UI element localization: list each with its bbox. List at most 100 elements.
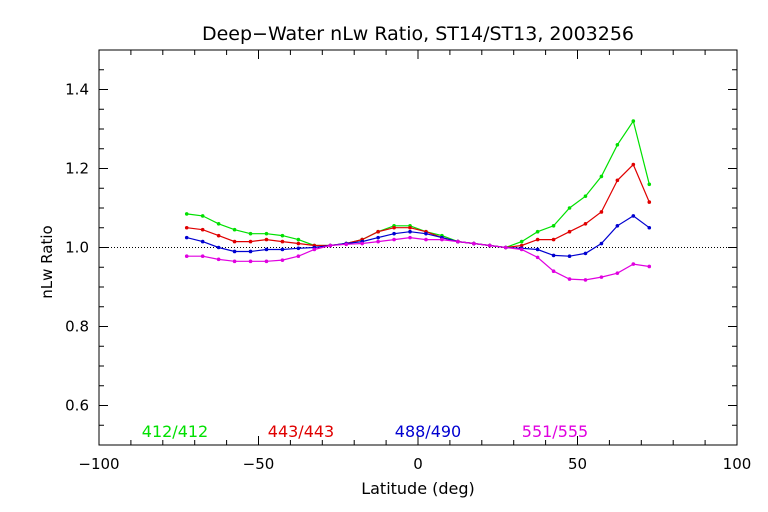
data-point bbox=[232, 239, 237, 244]
data-point bbox=[184, 225, 189, 230]
y-tick-label: 0.8 bbox=[65, 318, 89, 336]
data-point bbox=[296, 241, 301, 246]
series-line bbox=[186, 119, 650, 249]
data-point bbox=[216, 233, 221, 238]
data-point bbox=[232, 249, 237, 254]
data-point bbox=[280, 233, 285, 238]
data-point bbox=[599, 210, 604, 214]
data-point bbox=[408, 229, 412, 234]
data-point bbox=[631, 214, 636, 218]
data-point bbox=[456, 239, 460, 244]
data-point bbox=[535, 229, 540, 234]
data-point bbox=[184, 235, 189, 240]
data-point bbox=[376, 239, 380, 244]
data-point bbox=[264, 231, 269, 236]
series-line bbox=[186, 215, 650, 257]
data-point bbox=[519, 247, 524, 252]
y-tick-label: 1.4 bbox=[65, 81, 89, 99]
data-point bbox=[248, 249, 253, 254]
data-point bbox=[408, 235, 412, 240]
legend-entry: 551/555 bbox=[522, 422, 588, 441]
data-point bbox=[376, 235, 380, 240]
legend-entry: 488/490 bbox=[395, 422, 461, 441]
data-point bbox=[647, 182, 652, 187]
data-point bbox=[615, 271, 620, 275]
data-point bbox=[264, 247, 269, 252]
data-point bbox=[551, 269, 556, 274]
x-tick-label: 50 bbox=[568, 455, 587, 473]
x-tick-label: −50 bbox=[243, 455, 275, 473]
data-point bbox=[583, 278, 588, 282]
data-point bbox=[200, 239, 205, 244]
chart-title: Deep−Water nLw Ratio, ST14/ST13, 2003256 bbox=[202, 23, 634, 45]
legend-entry: 412/412 bbox=[142, 422, 208, 441]
data-point bbox=[296, 246, 301, 251]
data-point bbox=[392, 225, 396, 230]
data-point bbox=[392, 237, 396, 242]
x-tick-label: −100 bbox=[78, 455, 119, 473]
data-point bbox=[599, 275, 604, 279]
data-point bbox=[248, 231, 253, 236]
series-488-490 bbox=[184, 214, 652, 258]
x-axis-label: Latitude (deg) bbox=[361, 479, 475, 498]
y-tick-label: 1.0 bbox=[65, 239, 89, 257]
data-point bbox=[264, 259, 269, 264]
data-point bbox=[647, 225, 652, 230]
data-point bbox=[216, 257, 221, 262]
series-443-443 bbox=[184, 162, 652, 250]
data-point bbox=[551, 223, 556, 228]
data-point bbox=[232, 227, 237, 232]
data-point bbox=[567, 229, 572, 234]
data-point bbox=[631, 162, 636, 167]
data-point bbox=[280, 239, 285, 244]
series-line bbox=[186, 236, 650, 281]
data-point bbox=[519, 243, 524, 248]
data-point bbox=[232, 259, 237, 264]
legend: 412/412 443/443 488/490 551/555 bbox=[142, 422, 588, 441]
data-point bbox=[583, 194, 588, 198]
data-point bbox=[200, 254, 205, 258]
data-point bbox=[200, 214, 205, 218]
data-point bbox=[248, 259, 253, 264]
series-line bbox=[186, 163, 650, 249]
data-point bbox=[647, 200, 652, 204]
data-point bbox=[408, 225, 412, 230]
data-point bbox=[392, 231, 396, 236]
data-point bbox=[280, 258, 285, 262]
y-axis-label: nLw Ratio bbox=[38, 225, 56, 298]
series-551-555 bbox=[184, 235, 652, 282]
data-point bbox=[487, 243, 492, 248]
data-point bbox=[360, 241, 364, 246]
data-point bbox=[567, 254, 572, 258]
data-point bbox=[599, 174, 604, 179]
data-point bbox=[551, 253, 556, 258]
data-point bbox=[296, 237, 301, 242]
data-point bbox=[647, 264, 652, 269]
x-tick-label: 100 bbox=[723, 455, 752, 473]
data-point bbox=[551, 237, 556, 242]
y-tick-label: 1.2 bbox=[65, 160, 89, 178]
data-point bbox=[280, 247, 285, 252]
data-point bbox=[184, 212, 189, 216]
data-point bbox=[599, 241, 604, 246]
data-point bbox=[583, 222, 588, 226]
data-point bbox=[631, 119, 636, 123]
data-point bbox=[184, 254, 189, 258]
series-layer bbox=[184, 119, 652, 282]
data-point bbox=[503, 245, 508, 250]
data-point bbox=[567, 206, 572, 210]
data-point bbox=[615, 143, 620, 147]
data-point bbox=[424, 231, 428, 236]
axes: −100 −50 0 50 100 0.6 0.8 1.0 1.2 1.4 bbox=[65, 49, 752, 473]
data-point bbox=[535, 255, 540, 260]
data-point bbox=[615, 178, 620, 183]
data-point bbox=[376, 229, 380, 234]
data-point bbox=[615, 223, 620, 228]
y-tick-label: 0.6 bbox=[65, 397, 89, 415]
data-point bbox=[567, 277, 572, 281]
data-point bbox=[424, 237, 428, 242]
data-point bbox=[344, 242, 349, 247]
data-point bbox=[583, 251, 588, 256]
data-point bbox=[264, 237, 269, 242]
data-point bbox=[472, 241, 476, 246]
